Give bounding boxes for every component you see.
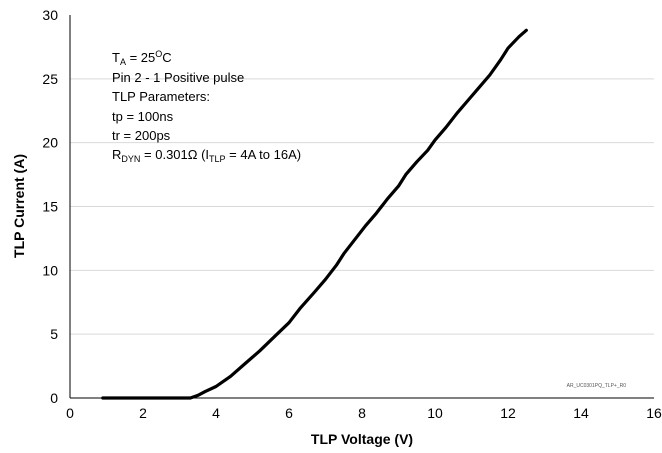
tlp-iv-curve bbox=[101, 28, 528, 400]
x-tick-label: 12 bbox=[500, 405, 516, 421]
annotation-block: TA = 25OC Pin 2 - 1 Positive pulse TLP P… bbox=[112, 49, 301, 164]
x-tick-label: 8 bbox=[358, 405, 366, 421]
annotation-tr: tr = 200ps bbox=[112, 128, 171, 143]
y-tick-label: 30 bbox=[42, 7, 58, 23]
annotation-tp: tp = 100ns bbox=[112, 109, 174, 124]
x-tick-label: 4 bbox=[212, 405, 220, 421]
x-tick-labels: 0 2 4 6 8 10 12 14 16 bbox=[66, 405, 662, 421]
x-axis-title: TLP Voltage (V) bbox=[311, 431, 413, 447]
y-tick-label: 5 bbox=[50, 326, 58, 342]
y-axis-title: TLP Current (A) bbox=[11, 154, 27, 258]
x-tick-label: 14 bbox=[573, 405, 589, 421]
y-tick-label: 20 bbox=[42, 135, 58, 151]
y-tick-label: 15 bbox=[42, 199, 58, 215]
y-tick-label: 25 bbox=[42, 71, 58, 87]
x-tick-label: 16 bbox=[646, 405, 662, 421]
watermark-label: AR_UC0301PQ_TLP+_R0 bbox=[567, 383, 627, 389]
x-tick-label: 6 bbox=[285, 405, 293, 421]
x-tick-label: 2 bbox=[139, 405, 147, 421]
series-group bbox=[101, 28, 528, 400]
y-tick-label: 10 bbox=[42, 262, 58, 278]
y-tick-label: 0 bbox=[50, 390, 58, 406]
annotation-ta: TA = 25OC bbox=[112, 49, 172, 67]
x-tick-label: 0 bbox=[66, 405, 74, 421]
annotation-pulse: Pin 2 - 1 Positive pulse bbox=[112, 70, 244, 85]
annotation-rdyn: RDYN = 0.301Ω (ITLP = 4A to 16A) bbox=[112, 147, 301, 164]
y-tick-labels: 0 5 10 15 20 25 30 bbox=[42, 7, 58, 406]
x-tick-label: 10 bbox=[427, 405, 443, 421]
annotation-params-title: TLP Parameters: bbox=[112, 89, 210, 104]
gridlines bbox=[70, 78, 654, 335]
